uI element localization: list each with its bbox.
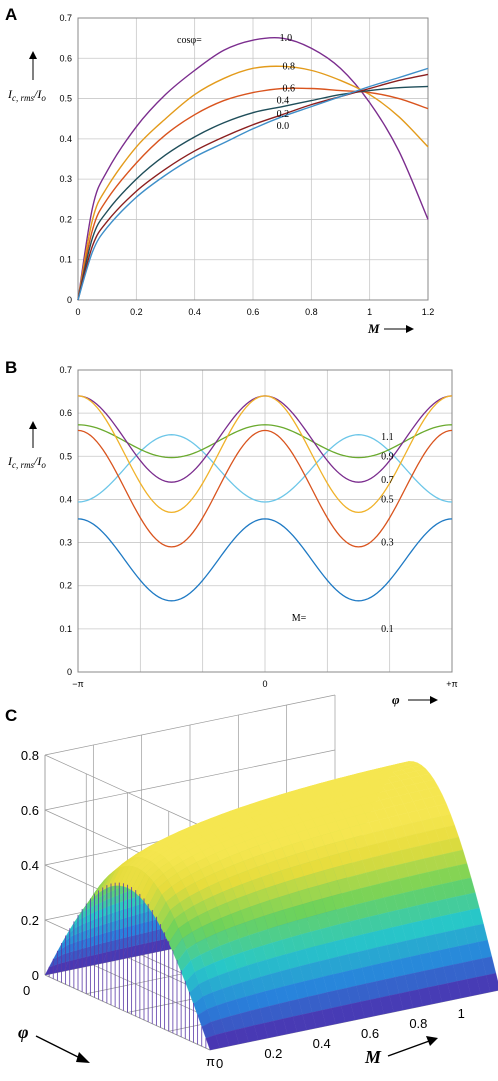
legend-prefix: M= [292,613,307,624]
x-axis-label: M [364,1047,382,1067]
x-tick-label: 0 [75,307,80,317]
legend-prefix: cosφ= [177,35,202,46]
series-label: 0.2 [277,109,290,120]
series-label: 1.0 [280,33,293,44]
y-tick-label: 0 [67,295,72,305]
y-tick-label: 0.1 [59,624,72,634]
x-axis-label: φ [392,692,400,707]
x-arrow-head [426,1036,438,1046]
y-tick-label: 0 [23,983,30,998]
series-label: 0.1 [381,624,394,635]
y-tick-label: 0.5 [59,451,72,461]
z-tick-label: 0.2 [21,913,39,928]
series-label: 1.1 [381,432,394,443]
x-tick-label: 0 [262,679,267,689]
y-tick-label: 0.4 [59,134,72,144]
series-line-cos-1.0 [77,36,429,301]
z-tick-label: 0.4 [21,858,39,873]
y-axis-label: Ic, rms/Io [7,87,46,103]
series-label: 0.5 [381,494,394,505]
z-tick-label: 0.6 [21,803,39,818]
y-tick-label: 0.7 [59,13,72,23]
y-tick-label: 0.6 [59,53,72,63]
panel-b-letter: B [5,358,17,377]
series-label: 0.6 [283,84,296,95]
y-arrow-head [76,1052,90,1063]
panel-a-chart: 0 0.2 0.4 0.6 0.8 1 1.200.10.20.30.40.50.60.71… [7,13,434,336]
y-tick-label: 0.6 [59,408,72,418]
x-tick-label: 1 [458,1006,465,1021]
x-tick-label: 0.2 [130,307,143,317]
x-tick-label: +π [446,679,457,689]
series-line-cos-0.2 [77,73,429,301]
series-line-cos-0.6 [77,87,429,301]
x-tick-label: −π [72,679,83,689]
series-label: 0.4 [277,96,290,107]
series-label: 0.0 [277,121,290,132]
x-tick-label: 0.6 [361,1026,379,1041]
x-axis-label: M [367,321,380,336]
series-label: 0.3 [381,538,394,549]
z-tick-label: 0.8 [21,748,39,763]
x-tick-label: 1.2 [422,307,435,317]
y-tick-label: 0.4 [59,494,72,504]
y-tick-label: 0.1 [59,255,72,265]
series-label: 0.9 [381,451,394,462]
x-tick-label: 0.4 [188,307,201,317]
panel-a-letter: A [5,5,17,24]
series-label: 0.7 [381,475,394,486]
series-line-cos-0.0 [77,67,429,301]
plot-frame [77,17,429,301]
x-tick-label: 1 [367,307,372,317]
plot-frame [77,369,453,673]
x-tick-label: 0 [216,1056,223,1071]
panel-c-letter: C [5,706,17,725]
x-tick-label: 0.6 [247,307,260,317]
y-tick-label: 0.5 [59,94,72,104]
y-tick-label: 0.3 [59,174,72,184]
panel-b-chart: 00.10.20.30.40.50.60.7−π 0 +π1.10.90.70.50… [7,365,458,707]
y-axis-label: Ic, rms/Io [7,454,46,470]
y-axis-arrow [35,1035,85,1061]
y-axis-label: φ [18,1022,29,1042]
y-tick-label: 0.3 [59,538,72,548]
y-tick-label: 0 [67,667,72,677]
series-line-m-0.5 [77,395,453,514]
series-label: 0.8 [283,61,296,72]
y-tick-label: 0.2 [59,214,72,224]
z-tick-label: 0 [32,968,39,983]
x-arrow-head [406,325,414,333]
series-line-m-0.1 [77,518,453,602]
series-line-m-0.3 [77,429,453,548]
series-line-m-0.9 [77,424,453,459]
x-tick-label: 0.8 [409,1016,427,1031]
y-tick-label: π [206,1054,215,1069]
series-line-cos-0.4 [77,85,429,301]
x-tick-label: 0.2 [264,1046,282,1061]
x-tick-label: 0.8 [305,307,318,317]
surface-cell [205,1034,220,1051]
x-axis-arrow [387,1039,433,1057]
x-arrow-head [430,696,438,704]
y-tick-label: 0.7 [59,365,72,375]
y-arrow-head [29,421,37,429]
y-arrow-head [29,51,37,59]
x-tick-label: 0.4 [313,1036,331,1051]
y-tick-label: 0.2 [59,581,72,591]
series-line-m-1.1 [77,434,453,503]
